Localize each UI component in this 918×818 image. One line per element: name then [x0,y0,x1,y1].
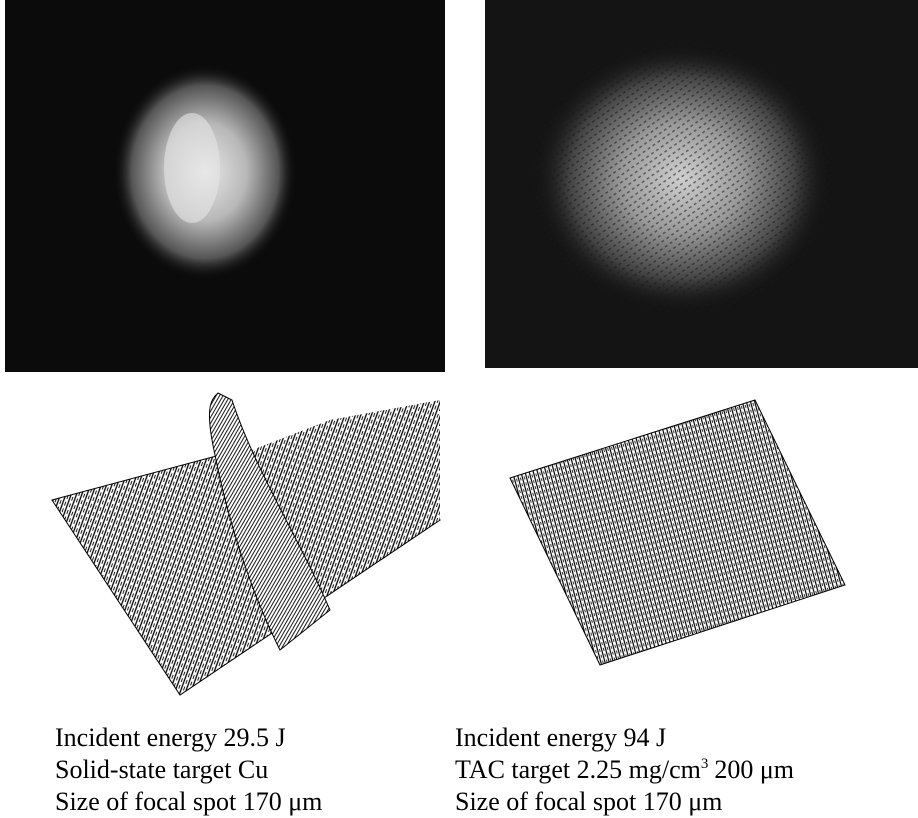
surface-plot [510,400,845,665]
spot-core [164,113,220,223]
caption-line: Size of focal spot 170 μm [455,786,794,818]
speckle [532,43,832,313]
caption-text: 200 μm [714,755,794,784]
superscript: 3 [701,756,709,772]
caption-line: Incident energy 29.5 J [55,722,322,754]
caption-line: Size of focal spot 170 μm [55,786,322,818]
caption-line: TAC target 2.25 mg/cm3 200 μm [455,754,794,786]
page: Incident energy 29.5 J Solid-state targe… [0,0,918,805]
caption-line: Incident energy 94 J [455,722,794,754]
caption-text: TAC target 2.25 mg/cm [455,755,701,784]
caption-line: Solid-state target Cu [55,754,322,786]
caption-left: Incident energy 29.5 J Solid-state targe… [55,722,322,818]
caption-right: Incident energy 94 J TAC target 2.25 mg/… [455,722,794,818]
figure [0,0,918,720]
